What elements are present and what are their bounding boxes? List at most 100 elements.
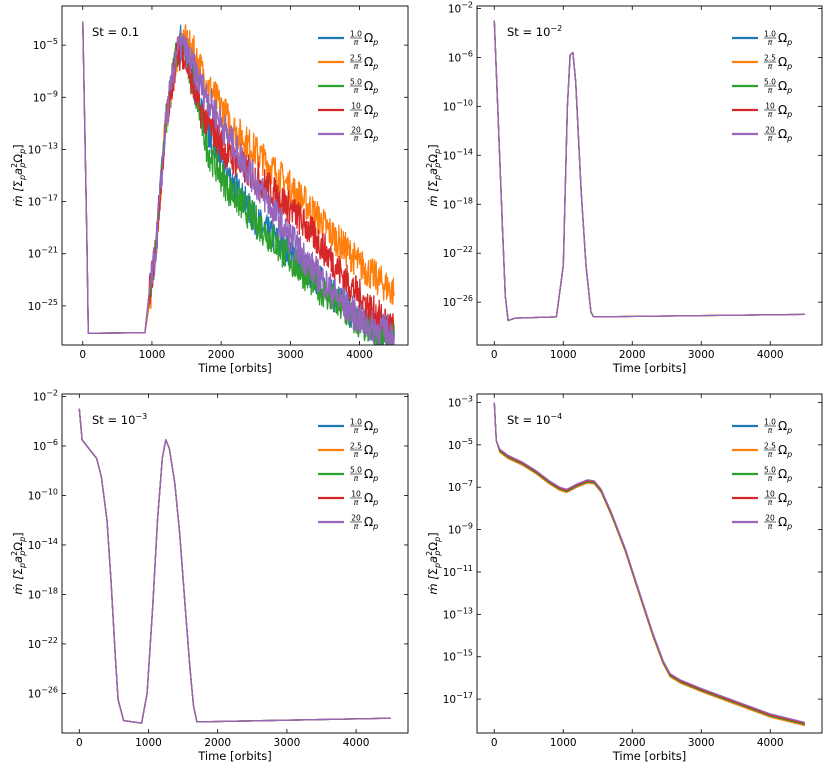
y-tick-label: 10−2 <box>448 0 473 15</box>
series-group <box>493 402 805 727</box>
legend-label-numerator: 2.5 <box>350 442 362 451</box>
legend-label-denominator: π <box>354 498 359 507</box>
x-tick-label: 1000 <box>550 737 577 749</box>
y-tick-label: 10−10 <box>443 98 473 113</box>
legend-label-omega: Ωp <box>364 419 378 435</box>
x-tick-label: 0 <box>491 737 498 749</box>
y-tick-label: 10−6 <box>33 438 58 453</box>
legend-label-denominator: π <box>768 86 773 95</box>
y-tick-label: 10−18 <box>443 196 473 211</box>
y-tick-label: 10−14 <box>28 537 58 552</box>
legend-label-numerator: 2.5 <box>350 54 362 63</box>
series-line-5 <box>493 402 805 724</box>
x-tick-label: 2000 <box>619 737 646 749</box>
y-tick-label: 10−18 <box>28 586 58 601</box>
legend-label-denominator: π <box>354 450 359 459</box>
legend-label-omega: Ωp <box>778 79 792 95</box>
panel-3: 0 1000 2000 3000 4000 10−2 10−6 10−10 10−14 10−18… <box>10 388 409 763</box>
y-tick-label: 10−14 <box>443 147 473 162</box>
legend-label-omega: Ωp <box>364 31 378 47</box>
legend-label-denominator: π <box>768 426 773 435</box>
legend-label-numerator: 2.5 <box>764 54 776 63</box>
x-axis-label: Time [orbits] <box>612 749 687 763</box>
series-line-1 <box>493 20 805 322</box>
series-line-1 <box>493 402 805 726</box>
legend-label-numerator: 1.0 <box>764 30 776 39</box>
legend-label-numerator: 20 <box>765 126 775 135</box>
x-tick-label: 3000 <box>274 737 301 749</box>
legend-label-omega: Ωp <box>778 31 792 47</box>
x-axis-label: Time [orbits] <box>197 361 272 375</box>
legend-label-omega: Ωp <box>364 491 378 507</box>
legend-label-numerator: 20 <box>351 514 361 523</box>
legend-label-omega: Ωp <box>778 55 792 71</box>
legend-label-numerator: 10 <box>765 490 775 499</box>
y-tick-label: 10−6 <box>448 49 473 64</box>
series-line-2 <box>78 408 391 724</box>
y-tick-label: 10−17 <box>443 691 473 706</box>
series-line-3 <box>493 20 805 322</box>
series-line-3 <box>78 408 391 724</box>
legend-label-denominator: π <box>354 86 359 95</box>
x-tick-label: 3000 <box>688 737 715 749</box>
legend-label-omega: Ωp <box>364 127 378 143</box>
legend-label-omega: Ωp <box>364 79 378 95</box>
legend-label-denominator: π <box>354 134 359 143</box>
legend-label-omega: Ωp <box>778 103 792 119</box>
y-tick-label: 10−15 <box>443 649 473 664</box>
series-line-5 <box>78 408 391 724</box>
x-axis-label: Time [orbits] <box>197 749 272 763</box>
y-axis-label: ṁ [Σpa2pΩp] <box>425 532 442 594</box>
legend-label-omega: Ωp <box>778 491 792 507</box>
legend-label-denominator: π <box>354 38 359 47</box>
series-line-4 <box>82 21 395 337</box>
panel-2: 0 1000 2000 3000 4000 10−2 10−6 10−10 10−14 10−18… <box>425 0 823 375</box>
x-tick-label: 2000 <box>204 737 231 749</box>
legend-label-numerator: 20 <box>765 514 775 523</box>
x-tick-label: 3000 <box>688 349 715 361</box>
y-tick-label: 10−25 <box>28 298 58 313</box>
x-tick-label: 1000 <box>135 737 162 749</box>
y-tick-label: 10−11 <box>443 564 473 579</box>
plot-frame <box>476 5 823 346</box>
legend-label-denominator: π <box>354 110 359 119</box>
plot-frame <box>61 5 409 346</box>
stokes-label: St = 10−3 <box>92 412 147 427</box>
stokes-label: St = 0.1 <box>92 25 139 39</box>
series-line-2 <box>493 402 805 727</box>
legend-label-denominator: π <box>768 134 773 143</box>
y-axis-label: ṁ [Σpa2pΩp] <box>425 144 442 206</box>
x-tick-label: 4000 <box>343 737 370 749</box>
panel-4: 0 1000 2000 3000 4000 10−3 10−5 10−7 10−9 10−11 10… <box>425 393 823 763</box>
series-line-3 <box>493 402 805 726</box>
legend-label-omega: Ωp <box>778 467 792 483</box>
plot-frame <box>476 393 823 734</box>
legend-label-denominator: π <box>354 522 359 531</box>
x-axis-label: Time [orbits] <box>612 361 687 375</box>
y-tick-label: 10−17 <box>28 194 58 209</box>
legend-label-denominator: π <box>354 426 359 435</box>
legend-label-numerator: 2.5 <box>764 442 776 451</box>
y-tick-label: 10−3 <box>448 394 473 409</box>
y-tick-label: 10−22 <box>443 245 473 260</box>
plot-frame <box>61 393 409 734</box>
legend-label-omega: Ωp <box>364 55 378 71</box>
series-line-5 <box>82 21 395 345</box>
panel-1: 0 1000 2000 3000 4000 10−5 10−9 10−13 10−17 10−21… <box>10 5 409 375</box>
y-tick-label: 10−5 <box>33 37 58 52</box>
legend-label-omega: Ωp <box>778 419 792 435</box>
x-tick-label: 1000 <box>139 349 166 361</box>
legend-label-denominator: π <box>354 62 359 71</box>
series-group <box>493 20 805 322</box>
x-tick-label: 1000 <box>550 349 577 361</box>
y-tick-label: 10−26 <box>28 685 58 700</box>
x-tick-label: 0 <box>79 349 86 361</box>
legend-label-numerator: 1.0 <box>350 30 362 39</box>
legend-label-numerator: 1.0 <box>350 418 362 427</box>
legend-label-omega: Ωp <box>778 127 792 143</box>
stokes-label: St = 10−2 <box>507 24 562 39</box>
